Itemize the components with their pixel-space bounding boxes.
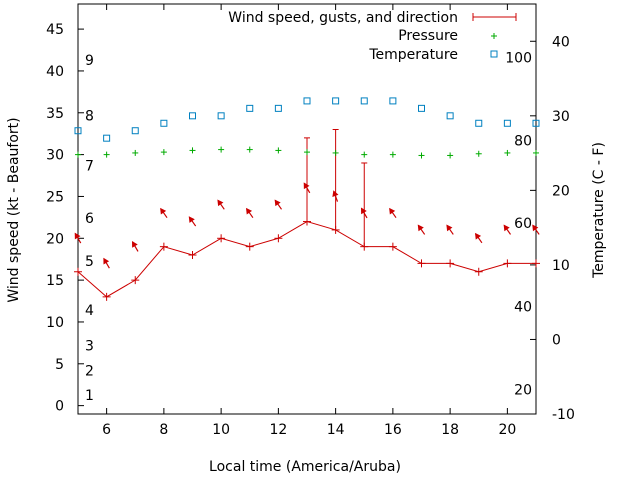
temperature-point bbox=[475, 119, 483, 127]
y-tick-label: 45 bbox=[46, 22, 64, 38]
beaufort-label: 2 bbox=[85, 363, 94, 379]
y-tick-label: 20 bbox=[46, 231, 64, 247]
fahrenheit-label: 40 bbox=[514, 300, 532, 316]
wind-direction-arrowhead bbox=[532, 224, 539, 232]
y-tick-label: 40 bbox=[46, 64, 64, 80]
temperature-point bbox=[332, 97, 340, 105]
x-tick-label: 6 bbox=[102, 422, 111, 438]
y-tick-label: 35 bbox=[46, 106, 64, 122]
temperature-point bbox=[131, 127, 139, 135]
temperature-point bbox=[446, 112, 454, 120]
x-axis-title: Local time (America/Aruba) bbox=[209, 459, 401, 475]
temperature-point bbox=[274, 104, 282, 112]
wind-speed-line bbox=[77, 221, 536, 298]
beaufort-label: 8 bbox=[85, 108, 94, 124]
data-layer bbox=[74, 97, 540, 301]
wind-direction-arrowhead bbox=[188, 216, 195, 223]
x-tick-label: 8 bbox=[159, 422, 168, 438]
beaufort-label: 3 bbox=[85, 338, 94, 354]
legend-label-pressure: Pressure bbox=[398, 28, 458, 44]
wind-direction-arrowhead bbox=[131, 240, 138, 248]
temperature-point bbox=[303, 97, 311, 105]
y2-tick-label: 10 bbox=[552, 258, 570, 274]
legend: Wind speed, gusts, and direction Pressur… bbox=[228, 10, 517, 63]
y2-axis-title: Temperature (C - F) bbox=[591, 142, 607, 279]
x-tick-label: 18 bbox=[441, 422, 459, 438]
y-tick-label: 5 bbox=[55, 357, 64, 373]
wind-direction-arrowhead bbox=[417, 224, 424, 232]
temperature-point bbox=[418, 104, 425, 112]
wind-direction-arrowhead bbox=[245, 207, 253, 215]
temperature-point bbox=[103, 134, 111, 142]
beaufort-label: 5 bbox=[85, 254, 94, 270]
wind-direction-arrowhead bbox=[503, 224, 510, 232]
x-tick-label: 14 bbox=[327, 422, 345, 438]
y2-tick-label: 40 bbox=[552, 34, 570, 50]
wind-direction-arrowhead bbox=[474, 232, 482, 240]
legend-key-temperature bbox=[490, 50, 498, 58]
y-tick-label: 10 bbox=[46, 315, 64, 331]
wind-direction-arrowhead bbox=[303, 182, 310, 190]
wind-direction-arrowhead bbox=[74, 232, 81, 240]
fahrenheit-label: 80 bbox=[514, 133, 532, 149]
wind-direction-arrowhead bbox=[217, 199, 224, 207]
wind-direction-arrowhead bbox=[389, 207, 396, 215]
fahrenheit-label: 100 bbox=[505, 51, 532, 67]
temperature-point bbox=[503, 119, 511, 127]
y2-tick-label: 0 bbox=[552, 332, 561, 348]
wind-direction-arrowhead bbox=[274, 199, 281, 207]
y-axis-title: Wind speed (kt - Beaufort) bbox=[6, 117, 22, 302]
temperature-point bbox=[389, 97, 397, 105]
axes-layer: 6 8 10 12 14 16 18 20051015202530354045-1001020… bbox=[46, 3, 575, 438]
temperature-point bbox=[74, 127, 82, 135]
temperature-point bbox=[246, 104, 254, 112]
y2-tick-label: 20 bbox=[552, 183, 570, 199]
wind-direction-arrowhead bbox=[160, 207, 167, 215]
temperature-point bbox=[360, 97, 368, 105]
fahrenheit-label: 20 bbox=[514, 382, 532, 398]
y-tick-label: 0 bbox=[55, 399, 64, 415]
y-tick-label: 25 bbox=[46, 189, 64, 205]
wind-direction-arrowhead bbox=[103, 257, 110, 265]
temperature-point bbox=[189, 112, 196, 120]
beaufort-label: 6 bbox=[85, 211, 94, 227]
temperature-point bbox=[160, 119, 168, 127]
y2-tick-label: 30 bbox=[552, 109, 570, 125]
temperature-point bbox=[532, 119, 540, 127]
beaufort-label: 4 bbox=[85, 303, 94, 319]
beaufort-label: 1 bbox=[85, 388, 94, 404]
beaufort-label: 7 bbox=[85, 158, 94, 174]
plot-border bbox=[77, 3, 537, 415]
wind-direction-arrowhead bbox=[332, 190, 339, 197]
x-tick-label: 20 bbox=[498, 422, 516, 438]
y2-tick-label: -10 bbox=[552, 407, 575, 423]
x-tick-label: 10 bbox=[212, 422, 230, 438]
y-tick-label: 30 bbox=[46, 148, 64, 164]
legend-label-temperature: Temperature bbox=[368, 47, 458, 63]
y-tick-label: 15 bbox=[46, 273, 64, 289]
temperature-point bbox=[217, 112, 225, 120]
beaufort-label: 9 bbox=[85, 53, 94, 69]
wind-direction-arrowhead bbox=[446, 224, 453, 232]
legend-label-wind: Wind speed, gusts, and direction bbox=[228, 10, 458, 26]
fahrenheit-label: 60 bbox=[514, 216, 532, 232]
wind-direction-arrowhead bbox=[360, 207, 367, 215]
x-tick-label: 12 bbox=[269, 422, 287, 438]
x-tick-label: 16 bbox=[384, 422, 402, 438]
